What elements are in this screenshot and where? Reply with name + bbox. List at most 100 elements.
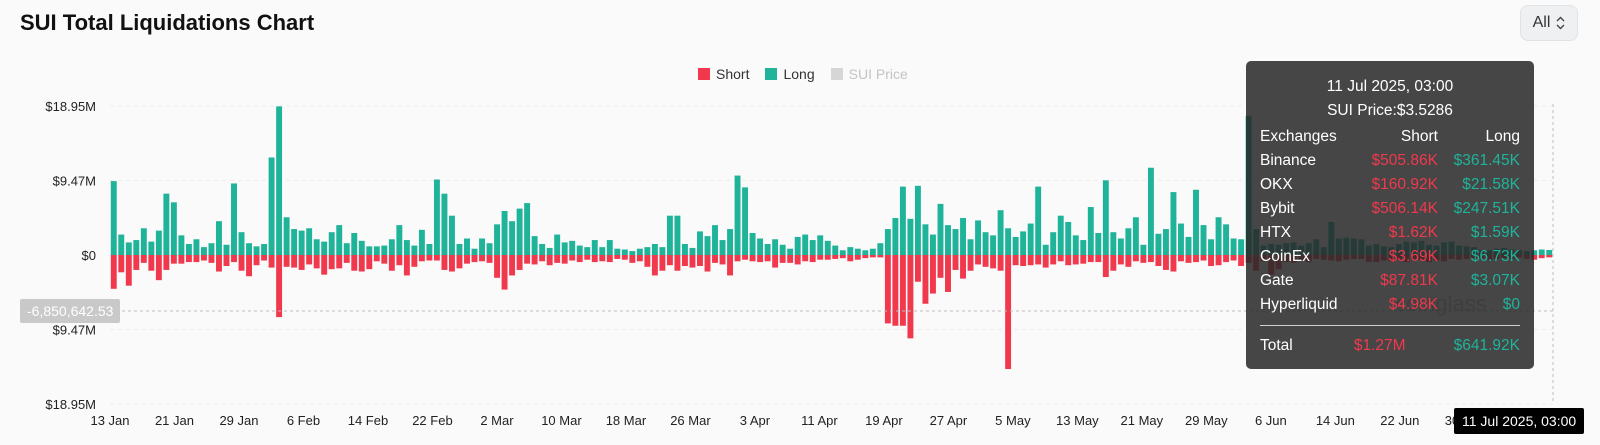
crosshair-x-label: 11 Jul 2025, 03:00 [1454, 408, 1585, 434]
y-tick-label: $9.47M [53, 322, 96, 337]
tooltip-long: $6.73K [1470, 248, 1520, 265]
x-tick-label: 22 Jun [1380, 413, 1419, 428]
short-bar [727, 255, 733, 276]
short-bar [569, 255, 576, 261]
long-bar [1020, 231, 1027, 255]
long-bar [118, 234, 125, 255]
short-bar [862, 255, 869, 259]
short-bar [118, 255, 125, 273]
long-bar [133, 240, 140, 255]
short-bar [1538, 255, 1545, 259]
long-bar [877, 243, 884, 255]
short-bar [140, 255, 147, 263]
long-bar [1072, 235, 1079, 255]
legend-item-long[interactable]: Long [765, 66, 815, 82]
x-tick-label: 13 May [1056, 413, 1099, 428]
short-bar [509, 255, 516, 276]
short-bar [321, 255, 328, 275]
long-bar [937, 203, 944, 255]
short-bar [734, 255, 741, 262]
short-bar [787, 255, 794, 263]
tooltip-exchange: CoinEx [1260, 248, 1310, 265]
short-bar [1095, 255, 1102, 263]
tooltip-row: Bybit $506.14K $247.51K [1260, 197, 1520, 221]
short-bar [396, 255, 403, 266]
short-bar [1080, 255, 1087, 264]
long-bar [509, 221, 516, 255]
long-bar [554, 234, 561, 255]
tooltip-exchange: Hyperliquid [1260, 296, 1338, 313]
long-bar [982, 232, 989, 255]
long-bar [1005, 228, 1012, 255]
short-bar [283, 255, 290, 267]
long-bar [1042, 244, 1049, 255]
long-bar [343, 243, 350, 255]
long-bar [276, 106, 283, 255]
long-bar [1110, 232, 1117, 255]
long-bar [268, 157, 275, 255]
tooltip-short: $160.92K [1371, 176, 1438, 193]
short-bar [531, 255, 538, 265]
long-bar [734, 175, 741, 255]
long-bar [651, 243, 658, 255]
long-bar [990, 235, 997, 255]
short-bar [1147, 255, 1154, 263]
short-bar [719, 255, 726, 265]
y-tick-label: $18.95M [45, 99, 96, 114]
short-bar [1027, 255, 1034, 266]
tooltip-long: $21.58K [1462, 176, 1520, 193]
long-bar [411, 245, 418, 255]
tooltip-row: CoinEx $3.69K $6.73K [1260, 245, 1520, 269]
short-bar [298, 255, 305, 270]
short-bar [1230, 255, 1237, 261]
range-select[interactable]: All [1520, 5, 1578, 41]
long-bar [794, 236, 801, 255]
short-bar [1162, 255, 1169, 270]
tooltip-row: Binance $505.86K $361.45K [1260, 149, 1520, 173]
short-bar [1035, 255, 1042, 265]
short-bar [629, 255, 636, 263]
tooltip-row: Hyperliquid $4.98K $0 [1260, 293, 1520, 317]
long-bar [148, 241, 155, 255]
tooltip-exchange: Bybit [1260, 200, 1295, 217]
short-bar [1065, 255, 1072, 266]
long-bar [659, 247, 666, 255]
short-bar [899, 255, 906, 326]
long-bar [884, 229, 891, 255]
short-bar [148, 255, 155, 271]
tooltip-price: SUI Price:$3.5286 [1327, 102, 1453, 119]
long-bar [967, 239, 974, 255]
short-bar [343, 255, 350, 263]
long-bar [328, 232, 335, 255]
long-bar [366, 246, 373, 255]
short-bar [351, 255, 358, 271]
long-bar [501, 210, 508, 255]
short-bar [200, 255, 207, 261]
x-tick-label: 5 May [995, 413, 1031, 428]
x-tick-label: 13 Jan [90, 413, 129, 428]
long-bar [847, 247, 854, 255]
long-bar [479, 238, 485, 255]
long-bar [975, 220, 982, 255]
short-bar [328, 255, 335, 270]
short-bar [471, 255, 478, 263]
long-bar [193, 239, 200, 255]
x-tick-label: 14 Jun [1316, 413, 1355, 428]
short-bar [689, 255, 696, 268]
legend-item-sui-price[interactable]: SUI Price [830, 66, 908, 82]
long-bar [283, 217, 290, 255]
tooltip-total-short: $1.27M [1353, 337, 1406, 354]
short-bar [809, 255, 816, 263]
long-bar [1117, 238, 1124, 255]
short-bar [839, 255, 846, 259]
short-bar [621, 255, 628, 260]
long-bar [697, 231, 703, 255]
long-bar [426, 243, 433, 255]
short-bar [1087, 255, 1094, 263]
long-bar [817, 235, 824, 255]
short-bar [403, 255, 410, 276]
short-bar [1117, 255, 1124, 265]
short-bar [238, 255, 245, 271]
legend-item-short[interactable]: Short [698, 66, 749, 82]
short-bar [178, 255, 185, 264]
